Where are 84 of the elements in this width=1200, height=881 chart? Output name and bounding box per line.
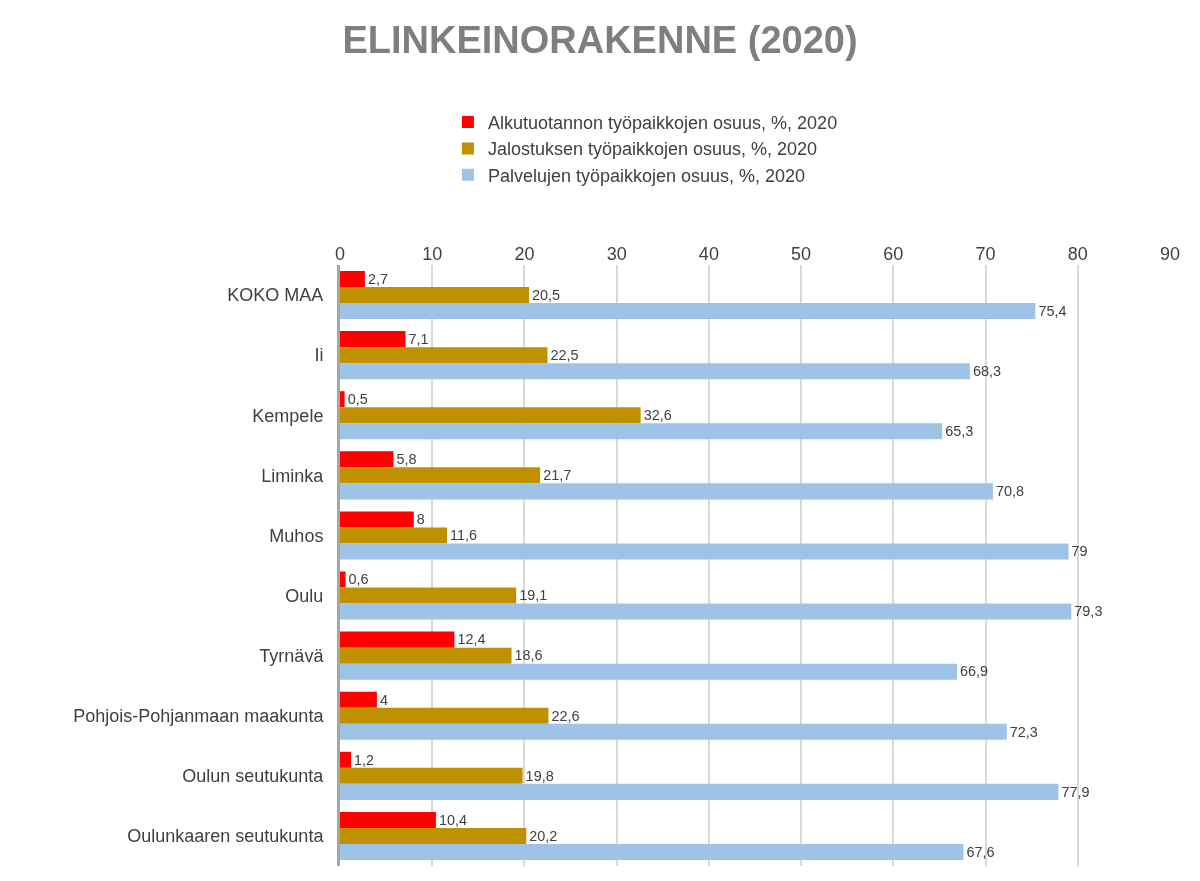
data-label: 79,3 [1074,603,1103,620]
data-label: 72,3 [1009,723,1038,740]
bar [340,363,970,380]
chart-title: ELINKEINORAKENNE (2020) [342,18,858,61]
data-label: 22,5 [550,346,579,363]
data-label: 75,4 [1038,302,1067,319]
bar [340,827,527,844]
bar [340,271,365,288]
bar [340,603,1072,620]
bar [340,707,549,724]
bar [340,631,455,648]
bar [340,723,1007,740]
data-label: 0,6 [348,571,369,588]
bar [340,783,1059,800]
bar [340,663,957,680]
legend-label: Jalostuksen työpaikkojen osuus, %, 2020 [487,139,818,160]
bar [340,347,548,364]
legend-label: Alkutuotannon työpaikkojen osuus, %, 2020 [487,113,838,134]
bar [340,571,346,588]
x-tick-label: 80 [1067,244,1088,265]
data-label: 11,6 [449,527,477,544]
y-tick-label: Oulunkaaren seutukunta [127,826,325,847]
data-label: 67,6 [966,843,995,860]
bar [340,451,394,468]
x-tick-label: 0 [334,244,346,265]
x-tick-label: 20 [514,244,535,265]
bar [340,287,530,304]
data-label: 1,2 [354,751,375,768]
bar [340,331,406,348]
bar [340,423,943,440]
bar [340,811,436,828]
data-label: 8 [416,511,425,528]
x-tick-label: 90 [1159,244,1181,265]
y-tick-label: Ii [314,345,324,366]
x-tick-label: 50 [791,244,812,265]
data-label: 5,8 [396,451,417,468]
x-tick-label: 10 [422,244,443,265]
y-tick-label: Liminka [261,465,325,486]
data-label: 18,6 [514,647,543,664]
x-tick-label: 70 [975,244,996,265]
data-label: 70,8 [995,483,1024,500]
y-tick-label: Oulu [285,585,324,606]
data-label: 22,6 [551,707,580,724]
bar [340,407,641,424]
bar [340,587,517,604]
bar [340,527,447,544]
bar [340,543,1069,560]
data-label: 2,7 [367,270,388,287]
y-tick-label: Kempele [252,405,324,426]
data-label: 20,5 [532,286,561,303]
bar [340,647,512,664]
data-label: 10,4 [438,811,467,828]
bar [340,691,377,708]
bar [340,767,523,784]
data-label: 0,5 [347,391,368,408]
data-label: 12,4 [457,631,486,648]
y-tick-label: Pohjois-Pohjanmaan maakunta [73,706,325,727]
bar [340,467,541,484]
data-label: 77,9 [1061,783,1090,800]
y-tick-label: Oulun seutukunta [182,766,325,787]
data-label: 20,2 [529,827,558,844]
bar [340,391,345,408]
data-label: 4 [379,691,388,708]
data-label: 65,3 [945,423,974,440]
bar [340,511,414,528]
data-label: 21,7 [543,467,572,484]
data-label: 32,6 [643,407,672,424]
y-tick-label: Muhos [269,525,324,546]
legend-label: Palvelujen työpaikkojen osuus, %, 2020 [487,165,806,186]
x-tick-label: 40 [698,244,719,265]
x-tick-label: 30 [606,244,627,265]
y-tick-label: Tyrnävä [259,645,325,666]
bar [340,843,964,860]
bar [340,751,352,768]
data-label: 7,1 [408,330,429,347]
data-label: 19,1 [519,587,548,604]
data-label: 68,3 [972,362,1001,379]
bar [340,483,993,500]
data-label: 66,9 [959,663,989,680]
y-tick-label: KOKO MAA [227,285,324,306]
data-label: 19,8 [525,767,554,784]
data-label: 79 [1071,543,1088,560]
x-tick-label: 60 [883,244,904,265]
bar [340,303,1036,320]
